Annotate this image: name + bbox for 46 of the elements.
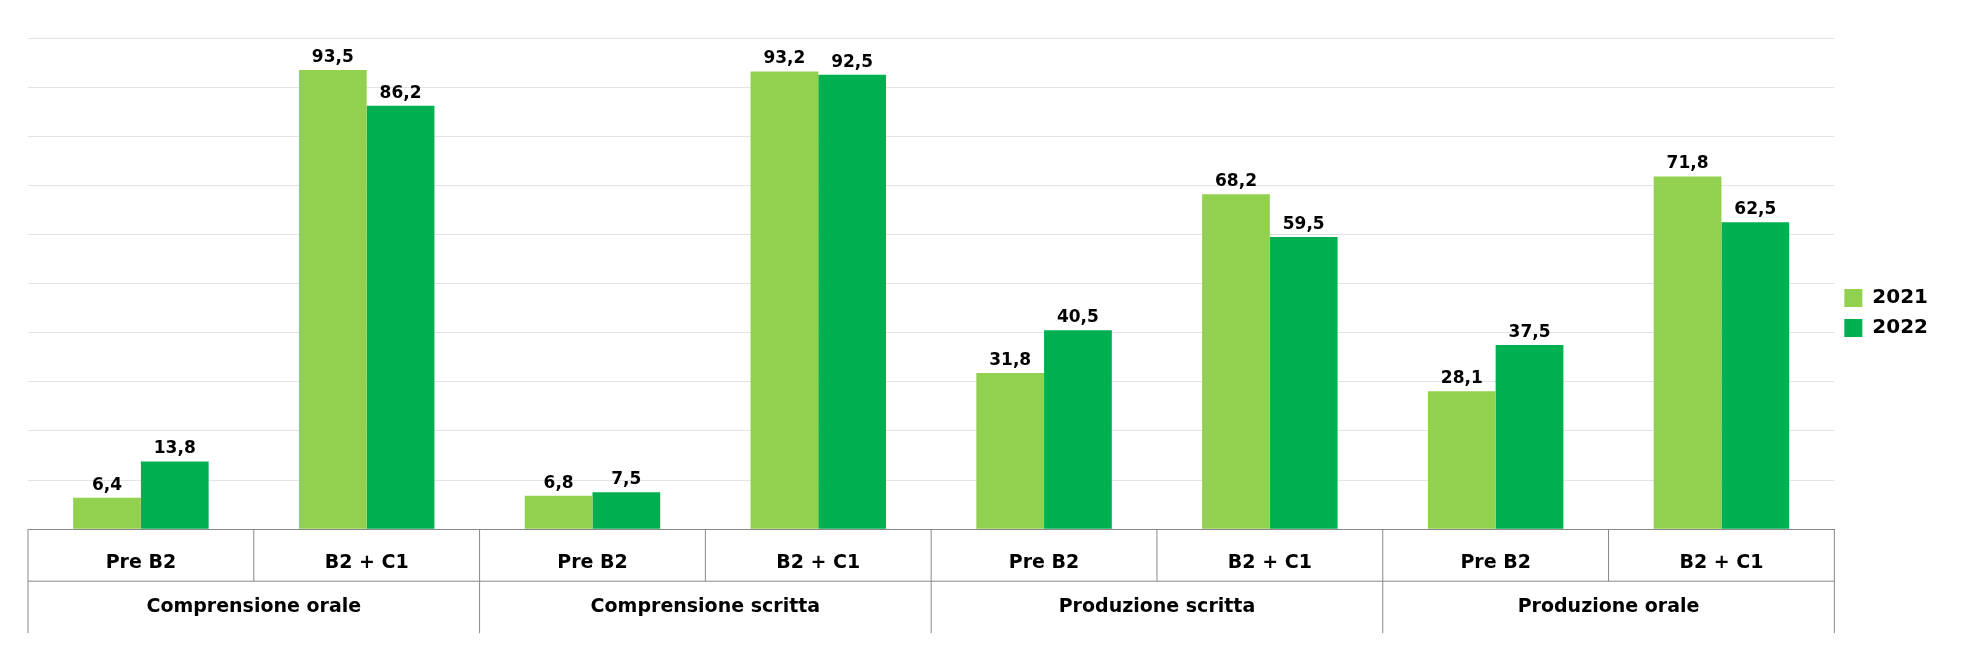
text: Comprensione scritta (590, 594, 821, 617)
data-label: 13,8 (153, 437, 196, 458)
bar (366, 105, 435, 529)
data-label: 40,5 (1056, 306, 1099, 327)
bar (1202, 194, 1270, 529)
bar (298, 69, 367, 529)
x-tick-label: Pre B2 (105, 549, 177, 572)
data-label: 68,2 (1215, 170, 1257, 191)
data-label: 37,5 (1508, 320, 1551, 341)
text: Comprensione orale (146, 594, 362, 617)
data-label: 28,1 (1440, 367, 1483, 388)
bar (750, 71, 819, 529)
bar (140, 461, 209, 529)
bar (73, 497, 141, 529)
data-label: 59,5 (1282, 212, 1325, 233)
data-label: 6,4 (91, 473, 123, 494)
bar (1427, 391, 1496, 529)
bar (1495, 345, 1564, 529)
data-label: 92,5 (831, 50, 874, 71)
data-label: 93,5 (311, 45, 354, 66)
x-tick-label: B2 + C1 (1679, 549, 1764, 572)
data-label: 71,8 (1666, 152, 1709, 173)
x-tick-label: B2 + C1 (324, 549, 409, 572)
legend-label: 2021 (1872, 284, 1929, 309)
bar (524, 495, 593, 529)
bar (592, 492, 661, 529)
data-label: 93,2 (763, 47, 806, 68)
bar (1269, 236, 1338, 529)
data-label: 62,5 (1734, 198, 1777, 219)
data-label: 7,5 (611, 468, 642, 489)
data-label: 86,2 (379, 81, 422, 102)
x-tick-label: B2 + C1 (1227, 549, 1312, 572)
text: Produzione orale (1517, 594, 1700, 617)
legend-label: 2022 (1872, 314, 1929, 339)
x-tick-label: Pre B2 (557, 549, 628, 572)
bar (818, 74, 887, 529)
bar (1653, 176, 1722, 529)
x-tick-label: Pre B2 (1008, 549, 1080, 572)
bar (976, 373, 1045, 529)
bar (1721, 222, 1790, 529)
bar (1044, 330, 1112, 529)
data-label: 6,8 (543, 471, 574, 492)
text: Produzione scritta (1058, 594, 1256, 617)
data-label: 31,8 (989, 348, 1032, 369)
x-tick-label: B2 + C1 (776, 549, 861, 572)
x-tick-label: Pre B2 (1460, 549, 1531, 572)
